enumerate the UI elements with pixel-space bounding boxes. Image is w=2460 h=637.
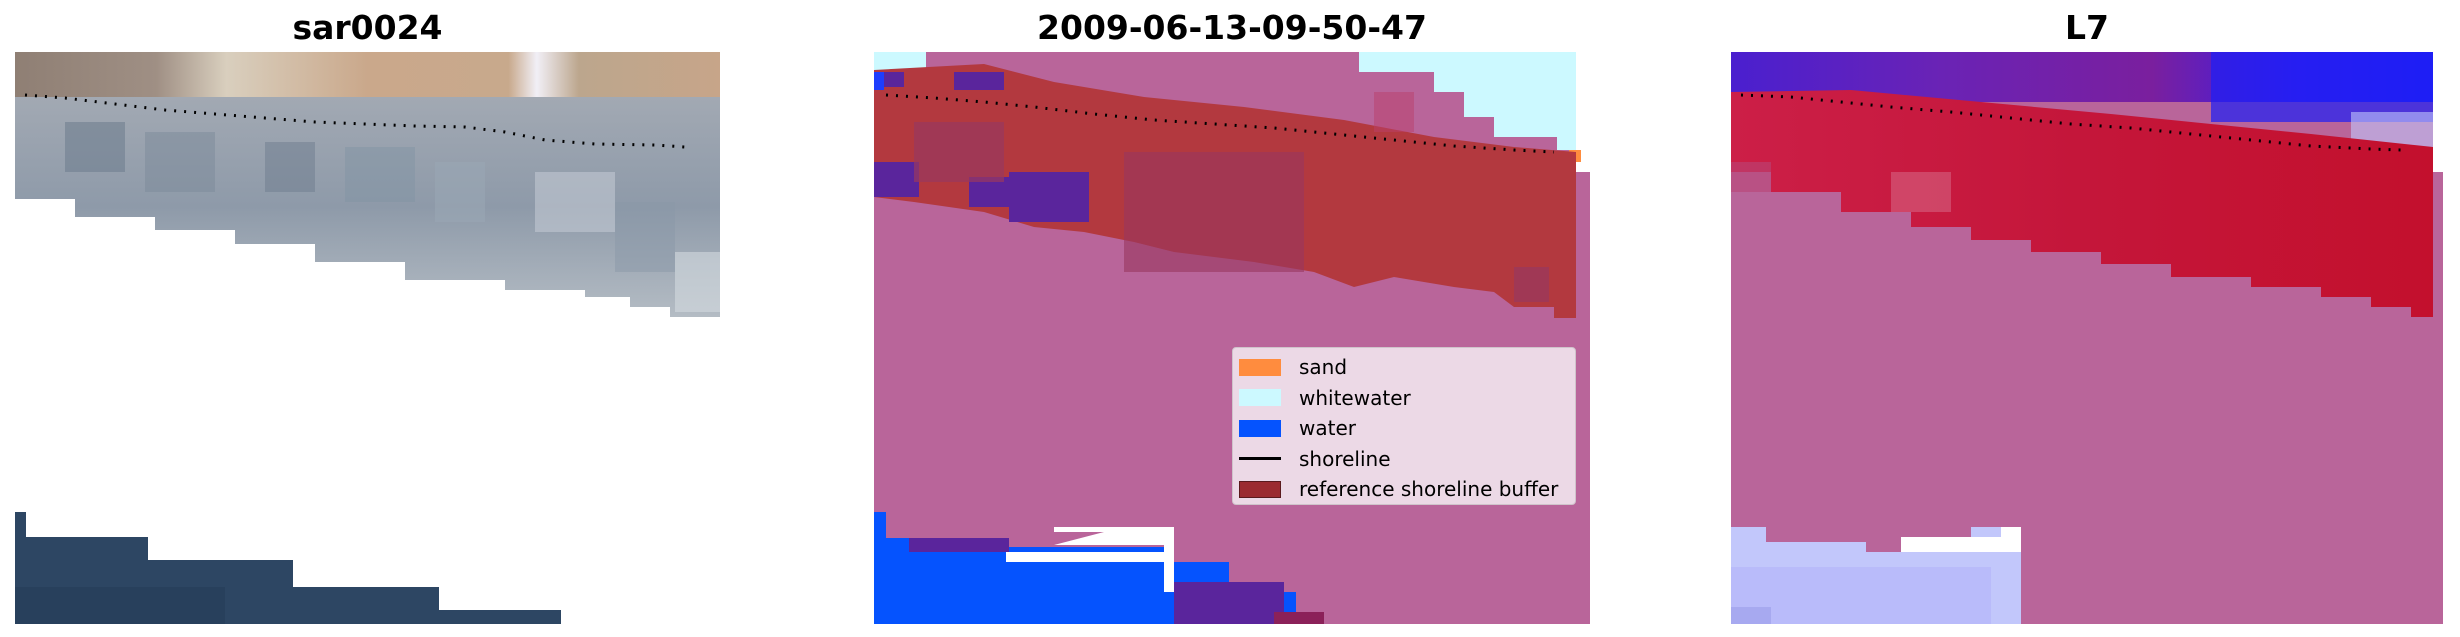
shoreline-swatch	[1239, 457, 1281, 461]
water-swatch	[1239, 419, 1281, 437]
rgb-image-panel	[15, 52, 720, 624]
legend-item-water: water	[1239, 413, 1569, 444]
whitewater-swatch	[1239, 389, 1281, 407]
legend-item-whitewater: whitewater	[1239, 383, 1569, 414]
legend-label: whitewater	[1299, 385, 1411, 410]
legend-label: water	[1299, 416, 1356, 441]
index-image-panel	[1731, 52, 2443, 624]
rgb-image	[15, 52, 720, 624]
legend-label: sand	[1299, 355, 1348, 380]
legend-label: shoreline	[1299, 446, 1391, 471]
panel-title-rgb: sar0024	[292, 8, 443, 47]
legend-item-sand: sand	[1239, 352, 1569, 383]
legend-item-shoreline: shoreline	[1239, 444, 1569, 475]
panel-title-mndwi: L7	[2065, 8, 2109, 47]
classified-image-panel	[874, 52, 1590, 624]
legend-item-buffer: reference shoreline buffer	[1239, 474, 1569, 505]
legend: sand whitewater water shoreline referenc…	[1232, 347, 1576, 505]
panel-title-classified: 2009-06-13-09-50-47	[1037, 8, 1427, 47]
buffer-swatch	[1239, 480, 1281, 498]
classified-image	[874, 52, 1590, 624]
legend-label: reference shoreline buffer	[1299, 477, 1559, 502]
index-image	[1731, 52, 2443, 624]
sand-swatch	[1239, 358, 1281, 376]
